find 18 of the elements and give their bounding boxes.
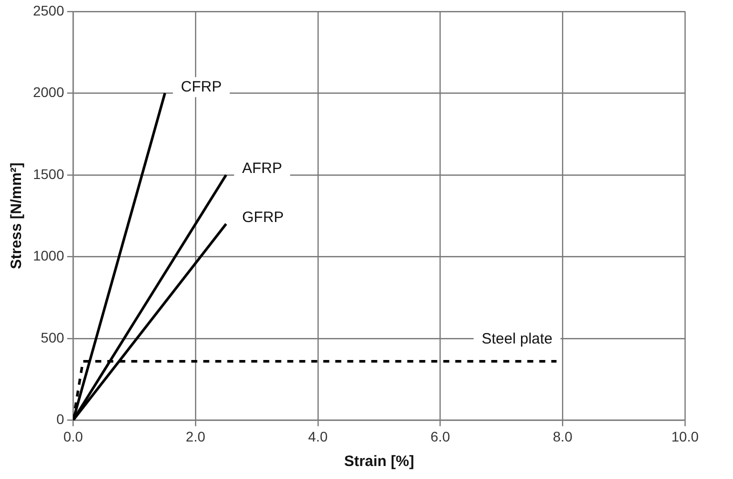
y-tick-label: 1500 — [32, 166, 64, 182]
x-tick-label: 4.0 — [308, 428, 328, 444]
series-label: AFRP — [242, 160, 282, 178]
y-axis-title: Stress [N/mm²] — [8, 162, 26, 270]
x-tick-label: 2.0 — [186, 428, 206, 444]
x-tick-label: 0.0 — [63, 428, 84, 444]
x-tick-label: 6.0 — [430, 428, 450, 444]
series-label: GFRP — [242, 209, 284, 226]
y-tick-label: 500 — [40, 329, 64, 346]
y-tick-label: 1000 — [32, 248, 64, 264]
y-tick-label: 2500 — [32, 2, 64, 18]
series-label: Steel plate — [482, 330, 553, 348]
y-tick-label: 0 — [56, 411, 64, 428]
x-tick-label: 10.0 — [671, 428, 699, 444]
y-tick-label: 2000 — [32, 84, 64, 100]
series-label: CFRP — [180, 78, 222, 96]
x-axis-title: Strain [%] — [344, 453, 414, 470]
x-tick-label: 8.0 — [552, 428, 573, 444]
